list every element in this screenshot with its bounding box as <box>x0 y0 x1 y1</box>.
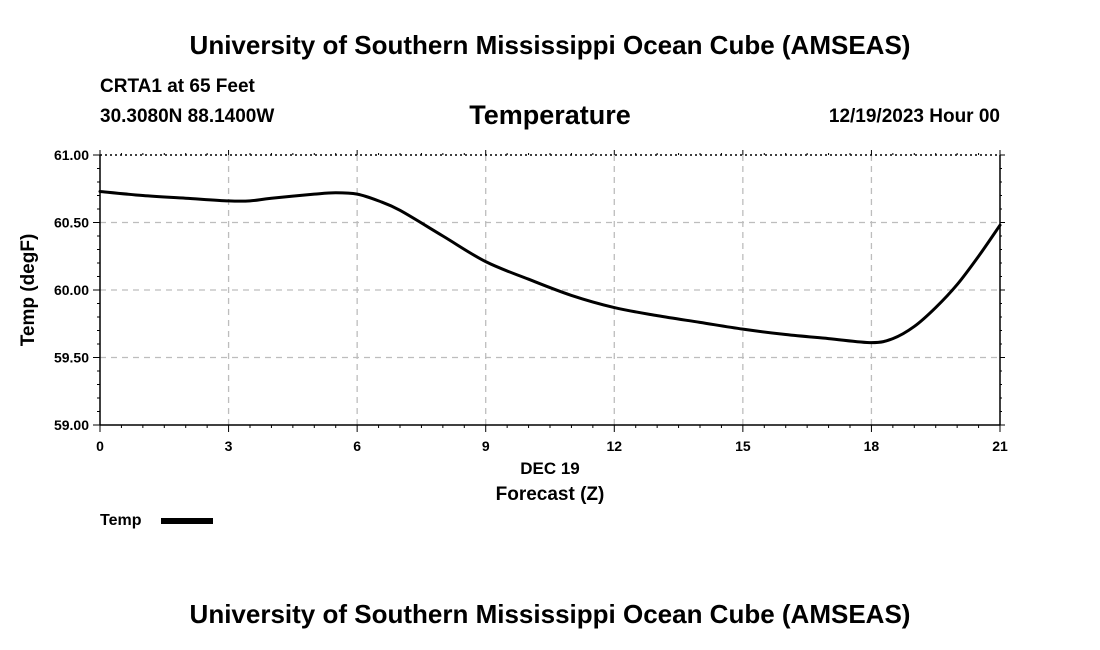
axes <box>93 150 1005 432</box>
legend-label-temp: Temp <box>100 512 142 529</box>
legend: Temp <box>100 512 213 529</box>
y-tick-label: 61.00 <box>54 147 89 163</box>
y-tick-label: 59.50 <box>54 350 89 366</box>
x-tick-label: 9 <box>482 438 490 454</box>
x-axis-title: Forecast (Z) <box>496 484 605 505</box>
coordinates-label: 30.3080N 88.1400W <box>100 106 275 127</box>
x-tick-label: 3 <box>225 438 233 454</box>
x-tick-label: 18 <box>864 438 880 454</box>
series-line-temp <box>98 189 1002 345</box>
x-tick-label: 12 <box>606 438 622 454</box>
y-axis-title: Temp (degF) <box>18 234 39 347</box>
x-tick-label: 21 <box>992 438 1008 454</box>
datetime-label: 12/19/2023 Hour 00 <box>828 106 1000 127</box>
footer-title: University of Southern Mississippi Ocean… <box>189 599 911 629</box>
main-title: University of Southern Mississippi Ocean… <box>189 30 911 60</box>
y-tick-label: 60.50 <box>54 215 89 231</box>
axis-labels: 0 3 6 9 12 15 18 21 59.00 59.50 60.00 60.50 61.00 <box>54 147 1008 454</box>
station-label: CRTA1 at 65 Feet <box>100 76 255 97</box>
series <box>98 189 1002 345</box>
y-tick-label: 59.00 <box>54 417 89 433</box>
x-sublabel: DEC 19 <box>520 459 580 478</box>
x-tick-label: 0 <box>96 438 104 454</box>
chart-title: Temperature <box>469 100 631 130</box>
y-tick-label: 60.00 <box>54 282 89 298</box>
x-tick-label: 6 <box>353 438 361 454</box>
x-tick-label: 15 <box>735 438 751 454</box>
grid <box>100 155 1000 425</box>
